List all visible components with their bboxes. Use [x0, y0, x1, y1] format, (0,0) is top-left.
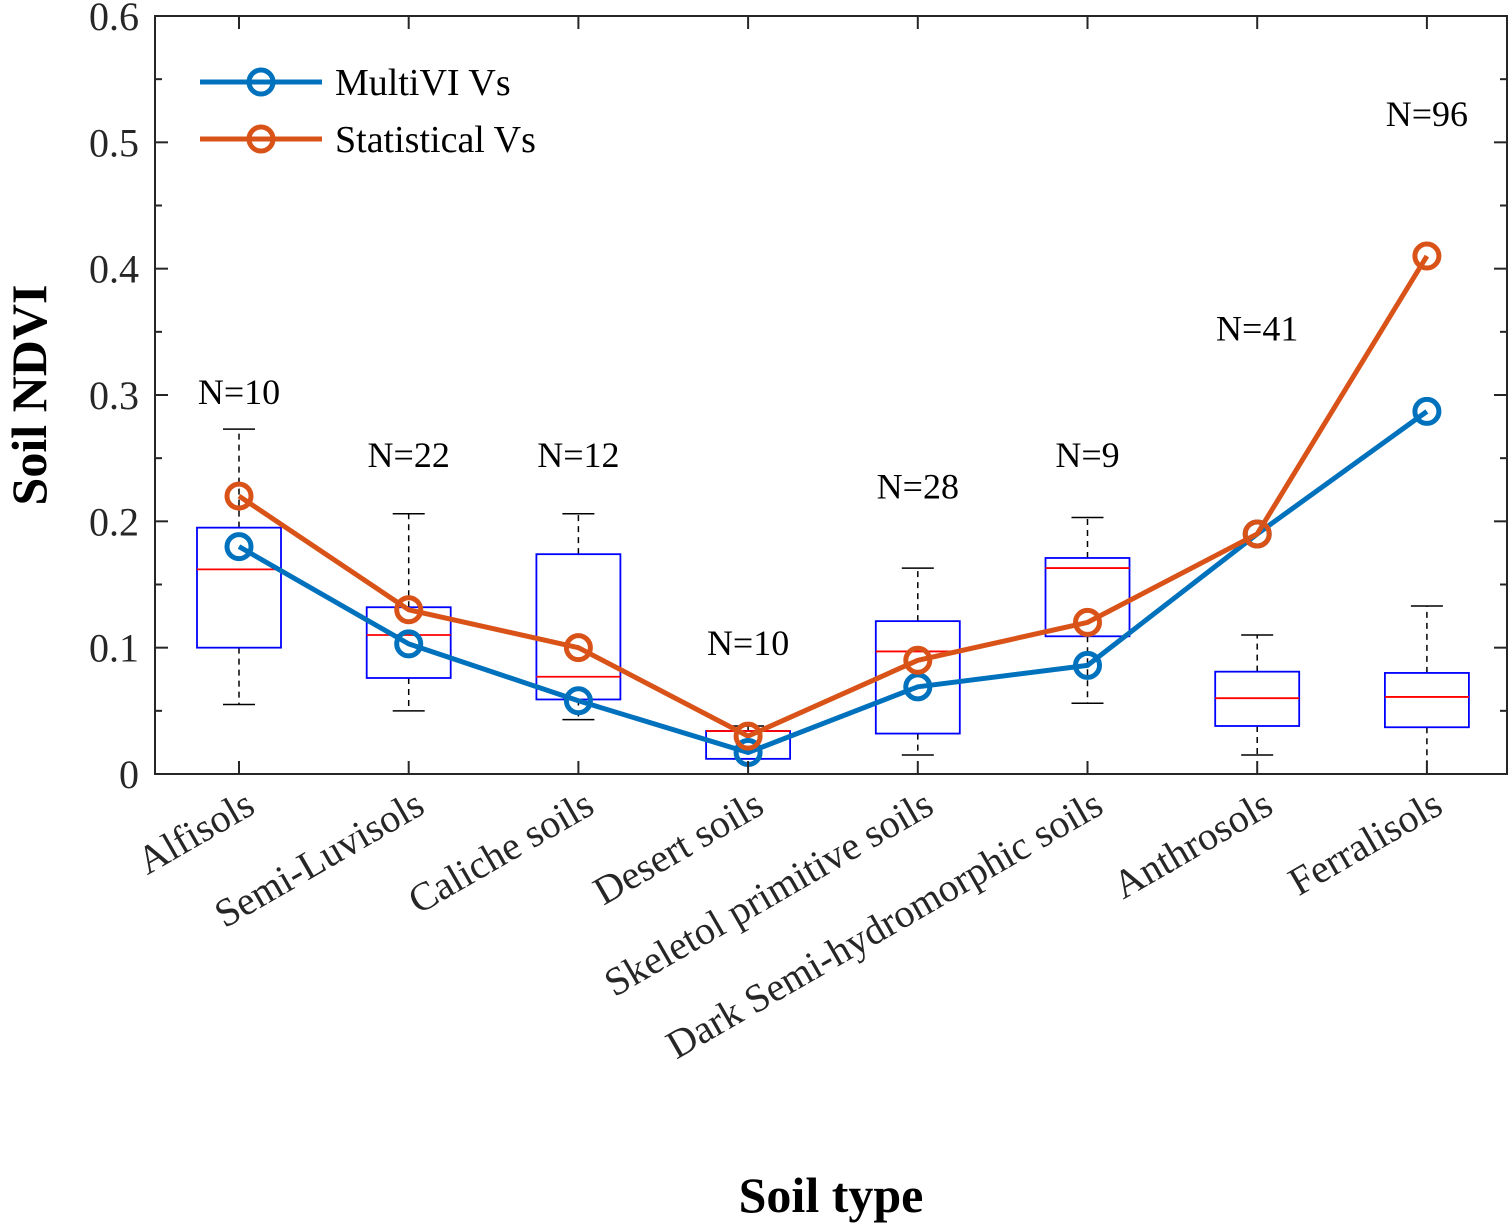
series-point-multivi: [1412, 396, 1442, 426]
series-layer: [224, 241, 1442, 768]
y-tick-label: 0.6: [89, 0, 139, 39]
legend-label: MultiVI Vs: [335, 62, 511, 104]
x-axis-title: Soil type: [739, 1167, 924, 1223]
series-point-multivi: [394, 629, 424, 659]
y-tick-label: 0.4: [89, 247, 139, 292]
series-point-statistical: [903, 645, 933, 675]
series-line-multivi: [237, 409, 1429, 756]
legend-marker: [246, 67, 276, 97]
sample-count-label: N=41: [1216, 309, 1298, 349]
legend: MultiVI Vs Statistical Vs: [200, 62, 536, 161]
series-point-statistical: [1412, 241, 1442, 271]
legend-marker: [246, 124, 276, 154]
series-point-multivi: [1073, 650, 1102, 680]
sample-count-label: N=28: [877, 467, 959, 507]
sample-count-labels: N=10 N=22 N=12 N=10 N=28 N=9 N=41 N=96: [198, 94, 1468, 663]
legend-label: Statistical Vs: [335, 119, 536, 161]
series-point-multivi: [224, 532, 254, 562]
y-tick-label: 0.1: [89, 626, 139, 671]
series-point-statistical: [224, 481, 254, 511]
series-point-statistical: [733, 721, 763, 751]
y-tick-label: 0.3: [89, 373, 139, 418]
sample-count-label: N=10: [707, 623, 789, 663]
series-point-multivi: [903, 672, 933, 702]
series-point-multivi: [563, 686, 593, 716]
sample-count-label: N=22: [368, 435, 450, 475]
y-tick-label: 0: [119, 752, 139, 797]
series-point-statistical: [1073, 607, 1102, 637]
sample-count-label: N=96: [1386, 94, 1468, 134]
sample-count-label: N=10: [198, 372, 280, 412]
series-line-statistical: [237, 254, 1430, 739]
box-iqr: [1384, 672, 1470, 729]
series-point-statistical: [1242, 519, 1272, 549]
y-tick-label: 0.5: [89, 120, 139, 165]
y-axis-title: Soil NDVI: [1, 285, 57, 506]
y-tick-label: 0.2: [89, 499, 139, 544]
series-point-statistical: [394, 595, 424, 625]
sample-count-label: N=9: [1055, 435, 1119, 475]
box-iqr: [196, 526, 282, 649]
sample-count-label: N=12: [537, 435, 619, 475]
series-point-statistical: [563, 633, 593, 663]
